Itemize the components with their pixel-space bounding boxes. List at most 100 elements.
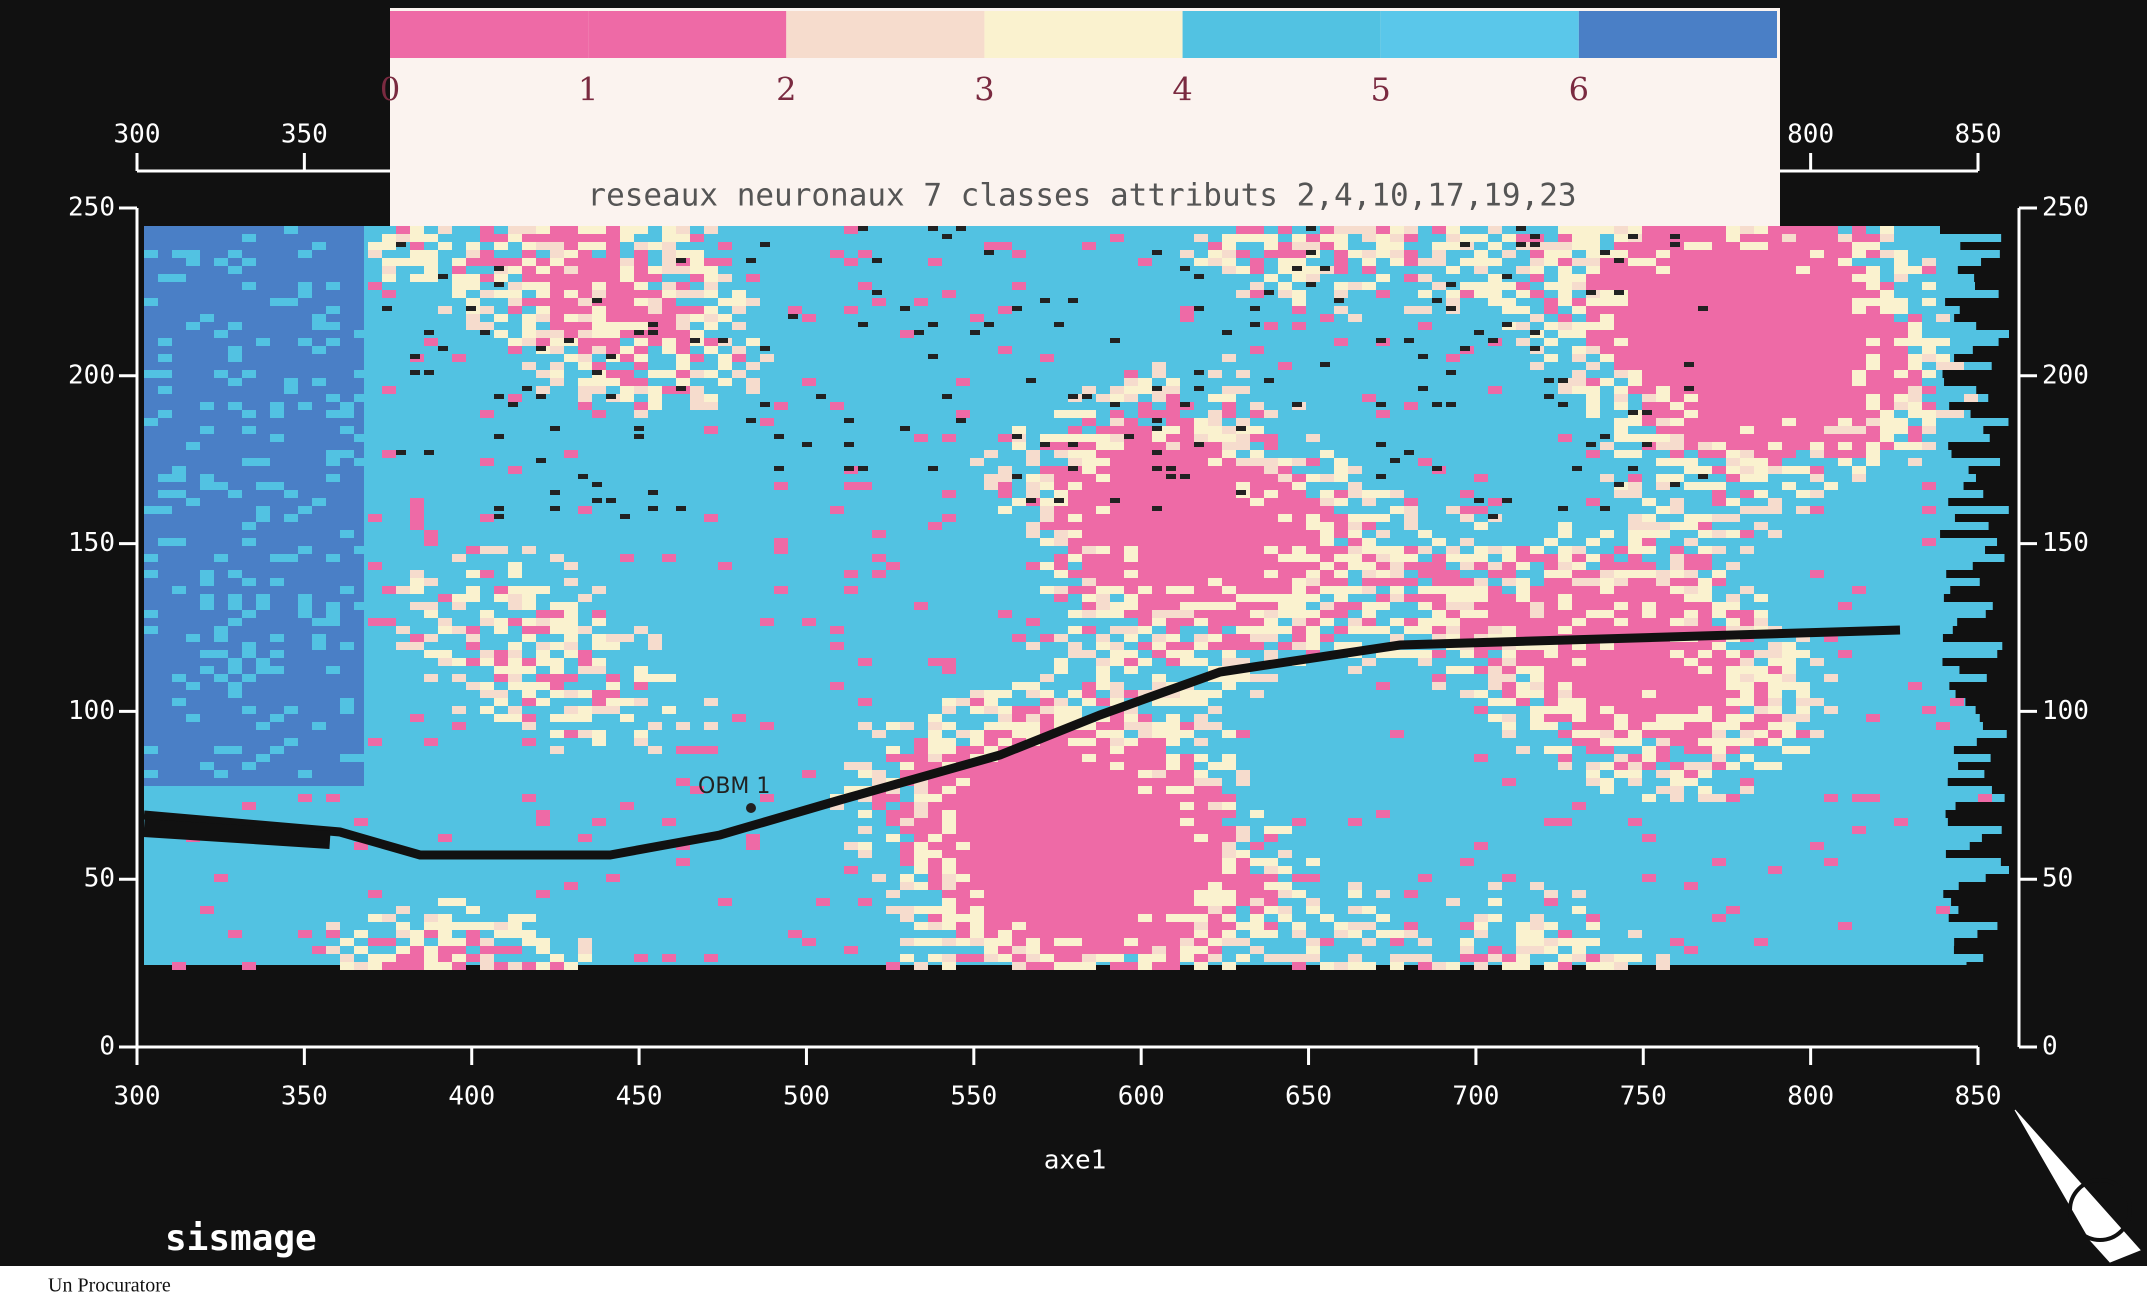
map-cell: [1180, 658, 1194, 666]
map-cell: [1404, 450, 1414, 455]
map-cell: [1166, 554, 1180, 562]
map-cell: [424, 450, 434, 455]
map-cell: [1698, 426, 1712, 434]
map-cell: [1222, 482, 1236, 490]
map-cell: [1628, 266, 1642, 274]
map-cell: [1166, 578, 1180, 586]
map-edge: [1986, 610, 2010, 618]
map-cell: [1516, 234, 1530, 242]
map-cell: [1726, 610, 1740, 618]
map-cell: [1376, 594, 1390, 602]
map-cell: [1320, 578, 1334, 586]
map-cell: [1656, 418, 1670, 426]
map-edge: [1992, 362, 2010, 370]
map-cell: [1880, 346, 1894, 354]
map-cell: [1278, 546, 1292, 554]
map-cell: [1446, 594, 1460, 602]
map-cell: [1544, 698, 1558, 706]
map-cell: [466, 594, 480, 602]
map-edge: [2004, 554, 2010, 562]
chart: 3003003503504004004504505005005505506006…: [0, 0, 2147, 1296]
map-cell: [956, 898, 970, 906]
map-cell: [1264, 954, 1278, 962]
map-cell: [1796, 410, 1810, 418]
map-cell: [858, 722, 872, 730]
map-cell: [1320, 562, 1334, 570]
map-cell: [592, 498, 602, 503]
map-cell: [1558, 242, 1572, 250]
map-cell: [340, 698, 354, 706]
map-cell: [1082, 578, 1096, 586]
map-cell: [256, 338, 270, 346]
map-cell: [1082, 522, 1096, 530]
map-cell: [1614, 586, 1628, 594]
map-cell: [228, 354, 242, 362]
map-cell: [1194, 370, 1204, 375]
map-cell: [1362, 538, 1376, 546]
map-cell: [1726, 530, 1740, 538]
map-cell: [578, 314, 592, 322]
map-cell: [410, 258, 424, 266]
map-cell: [1054, 466, 1068, 474]
map-cell: [1516, 690, 1530, 698]
map-cell: [1754, 242, 1768, 250]
map-cell: [1558, 250, 1572, 258]
map-cell: [382, 914, 396, 922]
map-cell: [1292, 274, 1306, 282]
map-cell: [1726, 306, 1740, 314]
map-cell: [1040, 922, 1054, 930]
map-cell: [1614, 274, 1628, 282]
map-cell: [872, 802, 886, 810]
map-cell: [1404, 650, 1418, 658]
map-cell: [690, 394, 704, 402]
map-cell: [1796, 306, 1810, 314]
map-cell: [1698, 442, 1712, 450]
map-cell: [1572, 602, 1586, 610]
map-cell: [1880, 282, 1894, 290]
map-cell: [1124, 578, 1138, 586]
map-cell: [1138, 762, 1152, 770]
map-cell: [1110, 538, 1124, 546]
map-cell: [1194, 754, 1208, 762]
map-cell: [1796, 418, 1810, 426]
map-cell: [242, 706, 256, 714]
map-cell: [1124, 474, 1138, 482]
map-cell: [1054, 530, 1068, 538]
map-cell: [1824, 410, 1838, 418]
map-cell: [1096, 530, 1110, 538]
map-cell: [466, 250, 480, 258]
map-cell: [970, 778, 984, 786]
map-cell: [452, 266, 466, 274]
map-cell: [1166, 458, 1180, 466]
map-cell: [1026, 842, 1040, 850]
map-cell: [1334, 610, 1348, 618]
map-cell: [872, 730, 886, 738]
map-cell: [970, 698, 984, 706]
map-cell: [1810, 258, 1824, 266]
map-cell: [1656, 250, 1670, 258]
map-cell: [1726, 674, 1740, 682]
map-edge: [1985, 546, 2010, 554]
map-cell: [1054, 842, 1068, 850]
map-cell: [522, 546, 536, 554]
map-cell: [354, 946, 368, 954]
map-cell: [298, 402, 312, 410]
map-cell: [494, 714, 508, 722]
map-cell: [1726, 794, 1740, 802]
map-cell: [1782, 354, 1796, 362]
map-cell: [522, 930, 536, 938]
map-cell: [1558, 546, 1572, 554]
map-cell: [914, 858, 928, 866]
map-cell: [284, 490, 298, 498]
map-cell: [1880, 290, 1894, 298]
map-cell: [536, 282, 550, 290]
map-cell: [914, 922, 928, 930]
map-cell: [676, 290, 690, 298]
map-cell: [1782, 410, 1796, 418]
map-cell: [1656, 226, 1670, 234]
map-cell: [830, 506, 844, 514]
map-cell: [508, 586, 522, 594]
map-cell: [1124, 714, 1138, 722]
map-cell: [1138, 850, 1152, 858]
map-cell: [1264, 546, 1278, 554]
